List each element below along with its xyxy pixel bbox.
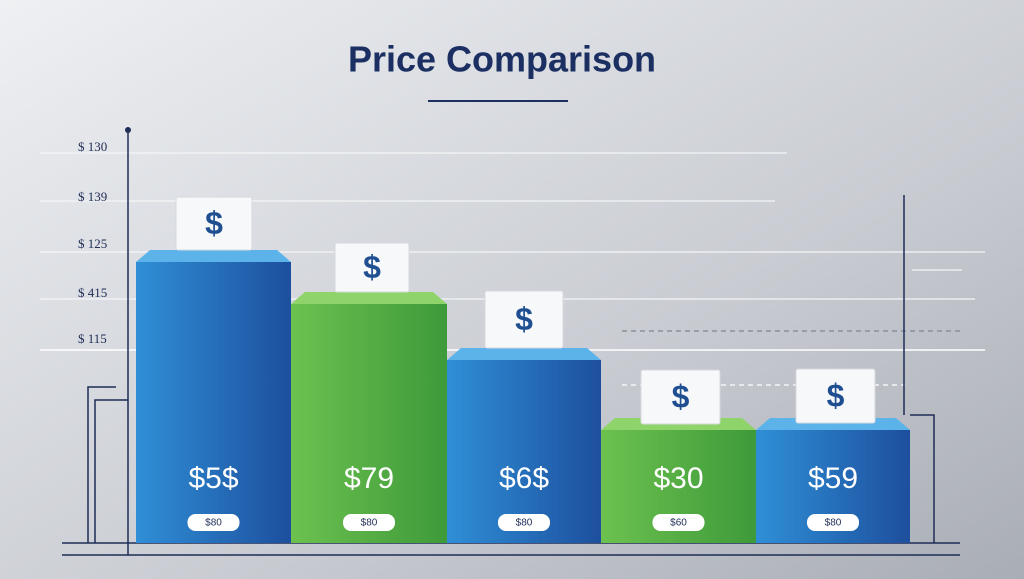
- dollar-icon: $: [363, 249, 381, 285]
- dollar-icon: $: [205, 205, 223, 241]
- price-label: $79: [344, 462, 394, 495]
- badge: [652, 514, 705, 531]
- badge-label: $80: [205, 518, 222, 529]
- dollar-icon: $: [827, 377, 845, 413]
- bar: [136, 262, 291, 543]
- badge-label: $60: [670, 518, 687, 529]
- badge: [498, 514, 550, 531]
- badge-label: $80: [516, 518, 533, 529]
- dollar-icon: $: [515, 301, 533, 337]
- axis-cap: [125, 127, 131, 133]
- badge: [807, 514, 859, 531]
- bar: [291, 304, 447, 543]
- price-card: [175, 196, 253, 251]
- price-card: [640, 369, 721, 425]
- price-label: $59: [808, 462, 858, 495]
- title: Price Comparison: [348, 39, 656, 80]
- price-card: [334, 242, 410, 293]
- dollar-icon: $: [672, 378, 690, 414]
- axis-label: $ 415: [78, 285, 107, 300]
- price-label: $5$: [188, 462, 238, 495]
- badge-label: $80: [825, 518, 842, 529]
- axis-label: $ 125: [78, 236, 107, 251]
- price-card: [795, 368, 876, 424]
- axis-label: $ 139: [78, 189, 107, 204]
- badge: [343, 514, 395, 531]
- price-card: [484, 290, 564, 349]
- badge: [187, 514, 240, 531]
- bar-top: [291, 292, 447, 304]
- bar: [447, 360, 601, 543]
- axis-label: $ 130: [78, 139, 107, 154]
- axis-label: $ 115: [78, 331, 107, 346]
- badge-label: $80: [361, 518, 378, 529]
- price-label: $6$: [499, 462, 549, 495]
- bar-top: [447, 348, 601, 360]
- bar-top: [136, 250, 291, 262]
- price-label: $30: [653, 462, 703, 495]
